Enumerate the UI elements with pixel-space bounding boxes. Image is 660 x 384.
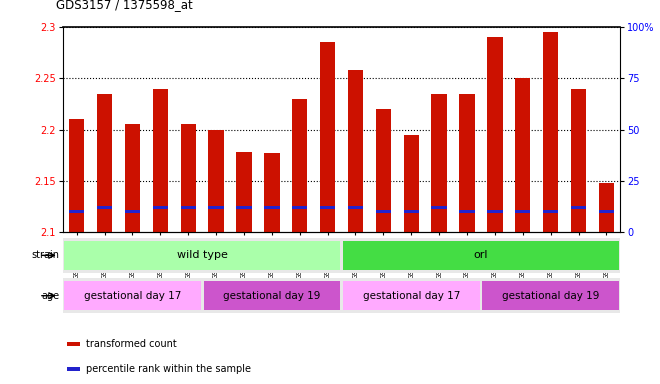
Bar — [543, 32, 558, 232]
Text: orl: orl — [474, 250, 488, 260]
Bar — [69, 210, 84, 214]
Bar — [152, 88, 168, 232]
Bar — [487, 210, 502, 214]
Bar — [67, 342, 81, 346]
Bar — [264, 153, 279, 232]
Bar — [404, 210, 419, 214]
Bar — [432, 94, 447, 232]
Bar — [67, 367, 81, 371]
Bar — [125, 124, 140, 232]
Bar — [292, 99, 308, 232]
Bar — [482, 281, 619, 310]
Bar — [97, 94, 112, 232]
Bar — [209, 129, 224, 232]
Bar — [404, 135, 419, 232]
Bar — [571, 88, 586, 232]
Text: age: age — [42, 291, 59, 301]
Bar — [264, 206, 279, 209]
Bar — [487, 37, 502, 232]
Bar — [64, 281, 201, 310]
Text: percentile rank within the sample: percentile rank within the sample — [86, 364, 251, 374]
Bar — [515, 210, 531, 214]
Bar — [181, 124, 196, 232]
Bar — [343, 281, 480, 310]
Bar — [320, 206, 335, 209]
Text: wild type: wild type — [177, 250, 228, 260]
Text: gestational day 17: gestational day 17 — [362, 291, 460, 301]
Bar — [181, 206, 196, 209]
Bar — [432, 206, 447, 209]
Text: strain: strain — [32, 250, 59, 260]
Bar — [459, 210, 475, 214]
Bar — [376, 109, 391, 232]
Text: gestational day 19: gestational day 19 — [223, 291, 321, 301]
Text: GDS3157 / 1375598_at: GDS3157 / 1375598_at — [56, 0, 193, 12]
Bar — [543, 210, 558, 214]
Bar — [571, 206, 586, 209]
Bar — [599, 183, 614, 232]
Bar — [236, 206, 251, 209]
Bar — [69, 119, 84, 232]
Text: gestational day 17: gestational day 17 — [84, 291, 181, 301]
Bar — [343, 241, 619, 270]
Bar — [152, 206, 168, 209]
Text: gestational day 19: gestational day 19 — [502, 291, 599, 301]
Bar — [348, 206, 363, 209]
Bar — [292, 206, 308, 209]
Bar — [515, 78, 531, 232]
Text: transformed count: transformed count — [86, 339, 177, 349]
Bar — [459, 94, 475, 232]
Bar — [376, 210, 391, 214]
Bar — [125, 210, 140, 214]
Bar — [209, 206, 224, 209]
Bar — [97, 206, 112, 209]
Bar — [203, 281, 340, 310]
Bar — [348, 70, 363, 232]
Bar — [320, 42, 335, 232]
Bar — [236, 152, 251, 232]
Bar — [64, 241, 340, 270]
Bar — [599, 210, 614, 214]
